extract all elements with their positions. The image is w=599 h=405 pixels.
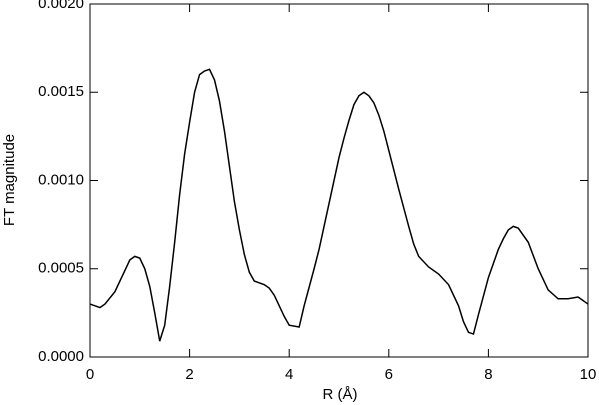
y-axis-label: FT magnitude — [1, 134, 18, 226]
y-tick-label: 0.0010 — [38, 171, 84, 188]
x-tick-label: 2 — [185, 366, 193, 383]
x-tick-label: 0 — [86, 366, 94, 383]
plot-frame — [89, 3, 589, 358]
x-tick-label: 8 — [484, 366, 492, 383]
data-line — [89, 68, 589, 342]
y-tick-label: 0.0020 — [38, 0, 84, 12]
y-tick-label: 0.0015 — [38, 83, 84, 100]
x-tick-label: 10 — [580, 366, 597, 383]
x-tick-label: 6 — [385, 366, 393, 383]
x-tick-label: 4 — [285, 366, 293, 383]
x-axis-label: R (Å) — [323, 386, 358, 403]
y-tick-label: 0.0005 — [38, 260, 84, 277]
y-tick-label: 0.0000 — [38, 348, 84, 365]
